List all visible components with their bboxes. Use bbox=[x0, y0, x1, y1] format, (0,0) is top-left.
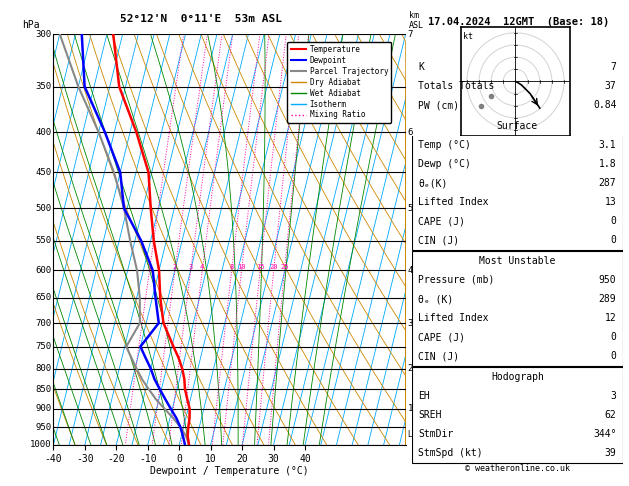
Text: hPa: hPa bbox=[22, 20, 40, 30]
Text: 6: 6 bbox=[408, 128, 413, 137]
Text: 39: 39 bbox=[604, 448, 616, 458]
Text: 8: 8 bbox=[230, 264, 234, 270]
Text: 3: 3 bbox=[189, 264, 193, 270]
Text: km
ASL: km ASL bbox=[409, 11, 424, 30]
Text: StmSpd (kt): StmSpd (kt) bbox=[418, 448, 483, 458]
Text: 300: 300 bbox=[36, 30, 52, 38]
Text: CIN (J): CIN (J) bbox=[418, 351, 459, 361]
Text: 1: 1 bbox=[408, 404, 413, 413]
Text: 62: 62 bbox=[604, 410, 616, 420]
Text: 289: 289 bbox=[599, 294, 616, 304]
Text: 2: 2 bbox=[173, 264, 177, 270]
Text: 850: 850 bbox=[36, 385, 52, 394]
Text: 3: 3 bbox=[611, 391, 616, 401]
Text: 52°12'N  0°11'E  53m ASL: 52°12'N 0°11'E 53m ASL bbox=[120, 14, 282, 24]
Text: 0: 0 bbox=[611, 332, 616, 342]
Text: 7: 7 bbox=[408, 30, 413, 38]
Text: PW (cm): PW (cm) bbox=[418, 100, 459, 110]
Text: 0.84: 0.84 bbox=[593, 100, 616, 110]
FancyBboxPatch shape bbox=[412, 57, 623, 115]
Text: 500: 500 bbox=[36, 204, 52, 213]
Text: 1: 1 bbox=[147, 264, 152, 270]
Text: 37: 37 bbox=[604, 81, 616, 91]
Text: 7: 7 bbox=[611, 62, 616, 72]
Text: 900: 900 bbox=[36, 404, 52, 413]
FancyBboxPatch shape bbox=[412, 367, 623, 463]
Text: 287: 287 bbox=[599, 178, 616, 188]
Text: 950: 950 bbox=[599, 275, 616, 285]
Text: 700: 700 bbox=[36, 318, 52, 328]
Text: 1.8: 1.8 bbox=[599, 159, 616, 169]
Text: StmDir: StmDir bbox=[418, 429, 454, 439]
Text: 0: 0 bbox=[611, 216, 616, 226]
X-axis label: Dewpoint / Temperature (°C): Dewpoint / Temperature (°C) bbox=[150, 466, 309, 476]
FancyBboxPatch shape bbox=[412, 116, 623, 250]
Text: 5: 5 bbox=[408, 204, 413, 213]
Text: 950: 950 bbox=[36, 423, 52, 432]
Text: 20: 20 bbox=[269, 264, 278, 270]
Text: 350: 350 bbox=[36, 82, 52, 91]
Text: LCL: LCL bbox=[408, 430, 421, 439]
Legend: Temperature, Dewpoint, Parcel Trajectory, Dry Adiabat, Wet Adiabat, Isotherm, Mi: Temperature, Dewpoint, Parcel Trajectory… bbox=[287, 42, 391, 122]
Text: SREH: SREH bbox=[418, 410, 442, 420]
Text: 600: 600 bbox=[36, 266, 52, 275]
Text: 3: 3 bbox=[408, 318, 413, 328]
Text: 4: 4 bbox=[200, 264, 204, 270]
Text: 800: 800 bbox=[36, 364, 52, 373]
Text: 13: 13 bbox=[604, 197, 616, 207]
Text: CAPE (J): CAPE (J) bbox=[418, 332, 465, 342]
Text: 2: 2 bbox=[408, 364, 413, 373]
Text: © weatheronline.co.uk: © weatheronline.co.uk bbox=[465, 464, 570, 473]
Text: CIN (J): CIN (J) bbox=[418, 235, 459, 245]
Text: 12: 12 bbox=[604, 313, 616, 323]
Text: Most Unstable: Most Unstable bbox=[479, 256, 555, 266]
Text: Totals Totals: Totals Totals bbox=[418, 81, 494, 91]
Text: 15: 15 bbox=[256, 264, 264, 270]
Text: 344°: 344° bbox=[593, 429, 616, 439]
FancyBboxPatch shape bbox=[412, 251, 623, 366]
Text: 25: 25 bbox=[280, 264, 289, 270]
Text: 17.04.2024  12GMT  (Base: 18): 17.04.2024 12GMT (Base: 18) bbox=[428, 17, 610, 27]
Text: Lifted Index: Lifted Index bbox=[418, 197, 489, 207]
Text: 10: 10 bbox=[237, 264, 246, 270]
Text: EH: EH bbox=[418, 391, 430, 401]
Text: 400: 400 bbox=[36, 128, 52, 137]
Text: CAPE (J): CAPE (J) bbox=[418, 216, 465, 226]
Text: 4: 4 bbox=[408, 266, 413, 275]
Text: θₑ (K): θₑ (K) bbox=[418, 294, 454, 304]
Text: 0: 0 bbox=[611, 235, 616, 245]
Text: 750: 750 bbox=[36, 342, 52, 351]
Text: 650: 650 bbox=[36, 293, 52, 302]
Text: Dewp (°C): Dewp (°C) bbox=[418, 159, 471, 169]
Text: θₑ(K): θₑ(K) bbox=[418, 178, 448, 188]
Text: 1000: 1000 bbox=[30, 440, 52, 449]
Text: K: K bbox=[418, 62, 424, 72]
Text: 450: 450 bbox=[36, 168, 52, 177]
Text: Hodograph: Hodograph bbox=[491, 372, 544, 382]
Text: 0: 0 bbox=[611, 351, 616, 361]
Text: Temp (°C): Temp (°C) bbox=[418, 140, 471, 150]
Text: Pressure (mb): Pressure (mb) bbox=[418, 275, 494, 285]
Text: 550: 550 bbox=[36, 236, 52, 245]
Text: Mixing Ratio (g/kg): Mixing Ratio (g/kg) bbox=[437, 192, 445, 287]
Text: kt: kt bbox=[463, 32, 473, 41]
Text: Surface: Surface bbox=[497, 121, 538, 131]
Text: 3.1: 3.1 bbox=[599, 140, 616, 150]
Text: Lifted Index: Lifted Index bbox=[418, 313, 489, 323]
